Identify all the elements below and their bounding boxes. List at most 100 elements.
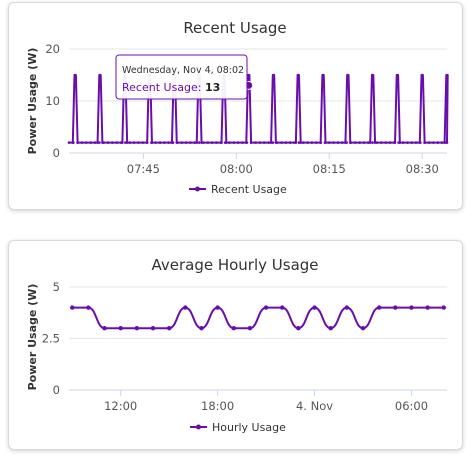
data-point[interactable] (420, 73, 424, 77)
data-point[interactable] (367, 141, 370, 144)
data-point[interactable] (119, 141, 123, 144)
data-point[interactable] (132, 141, 136, 144)
data-point[interactable] (197, 141, 201, 144)
data-point[interactable] (171, 141, 175, 144)
data-point[interactable] (345, 141, 348, 144)
data-point[interactable] (376, 305, 382, 310)
data-point[interactable] (231, 326, 236, 331)
data-point[interactable] (425, 305, 430, 310)
data-point[interactable] (332, 141, 335, 144)
data-point[interactable] (102, 326, 107, 331)
data-point[interactable] (353, 141, 357, 144)
data-point[interactable] (189, 141, 192, 144)
data-point[interactable] (67, 141, 71, 144)
legend[interactable]: Recent Usage (189, 183, 287, 196)
data-point[interactable] (125, 141, 129, 144)
data-point[interactable] (163, 141, 166, 144)
data-point[interactable] (384, 141, 387, 144)
data-point[interactable] (368, 141, 372, 144)
data-point[interactable] (432, 141, 435, 144)
data-point[interactable] (158, 141, 162, 144)
data-point[interactable] (245, 141, 249, 144)
data-point[interactable] (202, 141, 205, 144)
data-point[interactable] (275, 141, 279, 144)
data-point[interactable] (86, 305, 91, 310)
data-point[interactable] (228, 141, 231, 144)
data-point[interactable] (111, 141, 114, 144)
data-point[interactable] (183, 305, 188, 310)
data-point[interactable] (180, 141, 184, 144)
data-point[interactable] (219, 141, 223, 144)
data-point[interactable] (336, 141, 340, 144)
data-point[interactable] (323, 141, 327, 144)
data-point[interactable] (344, 305, 350, 310)
data-point[interactable] (93, 141, 97, 144)
data-point[interactable] (310, 141, 314, 144)
data-point[interactable] (106, 141, 110, 144)
data-point[interactable] (288, 141, 292, 144)
data-point[interactable] (200, 141, 203, 144)
data-point[interactable] (299, 141, 302, 144)
data-point[interactable] (223, 141, 227, 144)
data-point[interactable] (184, 141, 188, 144)
data-point[interactable] (419, 141, 422, 144)
data-point[interactable] (80, 141, 84, 144)
data-point[interactable] (167, 141, 171, 144)
data-point[interactable] (388, 141, 392, 144)
data-point[interactable] (371, 141, 374, 144)
data-point[interactable] (269, 141, 273, 144)
data-point[interactable] (409, 305, 414, 310)
data-point[interactable] (98, 73, 102, 77)
data-point[interactable] (145, 141, 149, 144)
legend[interactable]: Hourly Usage (190, 421, 286, 434)
data-point[interactable] (362, 141, 366, 144)
data-point[interactable] (340, 141, 344, 144)
data-point[interactable] (124, 141, 127, 144)
data-point[interactable] (349, 141, 353, 144)
data-point[interactable] (423, 141, 426, 144)
data-point[interactable] (236, 141, 240, 144)
data-point[interactable] (296, 73, 300, 77)
data-point[interactable] (96, 141, 99, 144)
data-point[interactable] (396, 73, 399, 77)
data-point[interactable] (241, 141, 244, 144)
data-point[interactable] (280, 305, 285, 310)
data-point[interactable] (312, 305, 317, 310)
data-point[interactable] (195, 141, 199, 144)
data-point[interactable] (443, 141, 446, 144)
data-point[interactable] (150, 141, 153, 144)
data-point[interactable] (73, 73, 77, 77)
data-point[interactable] (272, 73, 275, 77)
data-point[interactable] (371, 73, 374, 77)
data-point[interactable] (327, 141, 331, 144)
data-point[interactable] (358, 141, 361, 144)
data-point[interactable] (267, 141, 270, 144)
data-point[interactable] (393, 141, 396, 144)
data-point[interactable] (89, 141, 92, 144)
data-point[interactable] (410, 141, 413, 144)
data-point[interactable] (76, 141, 79, 144)
data-point[interactable] (296, 326, 301, 331)
data-point[interactable] (427, 141, 431, 144)
data-point[interactable] (360, 326, 366, 331)
data-point[interactable] (115, 141, 119, 144)
data-point[interactable] (215, 305, 220, 310)
data-point[interactable] (262, 141, 266, 144)
data-point[interactable] (137, 141, 140, 144)
data-point[interactable] (247, 73, 251, 77)
data-point[interactable] (346, 73, 350, 77)
data-point[interactable] (193, 141, 197, 144)
legend-label[interactable]: Recent Usage (211, 183, 287, 196)
data-point[interactable] (284, 141, 288, 144)
data-point[interactable] (406, 141, 409, 144)
data-point[interactable] (393, 305, 398, 310)
data-point[interactable] (263, 305, 269, 310)
data-point[interactable] (306, 141, 309, 144)
data-point[interactable] (258, 141, 262, 144)
data-point[interactable] (128, 141, 132, 144)
data-point[interactable] (380, 141, 383, 144)
data-point[interactable] (321, 73, 325, 77)
data-point[interactable] (397, 141, 400, 144)
data-point[interactable] (293, 141, 296, 144)
data-point[interactable] (445, 73, 449, 77)
